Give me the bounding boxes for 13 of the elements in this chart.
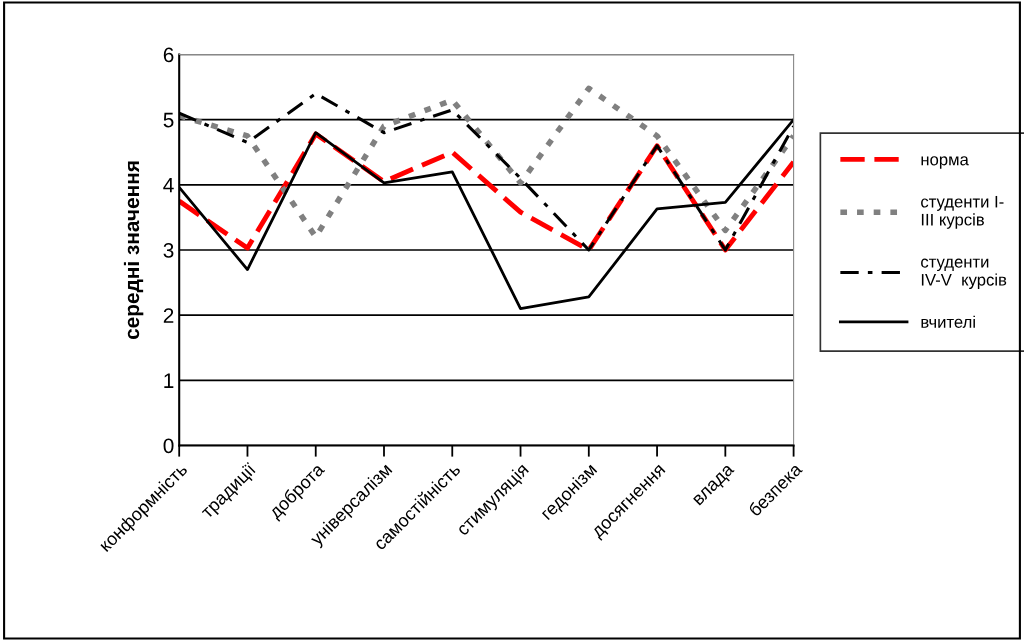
line-series xyxy=(179,131,794,253)
y-axis-title: середні значення xyxy=(123,161,144,340)
y-tick-label: 1 xyxy=(164,373,174,388)
legend-label: вчителі xyxy=(921,315,975,328)
y-tick-label: 6 xyxy=(163,47,174,63)
y-tick-label: 0 xyxy=(163,438,174,454)
legend-label: студенти IV-V курсів xyxy=(921,258,1007,289)
y-tick-label: 2 xyxy=(163,308,174,323)
y-tick-label: 3 xyxy=(163,242,174,258)
y-tick-label: 5 xyxy=(163,112,174,128)
legend-label: норма xyxy=(921,156,969,169)
legend-label: студенти I- III курсів xyxy=(921,195,1004,229)
y-tick-label: 4 xyxy=(163,178,174,193)
